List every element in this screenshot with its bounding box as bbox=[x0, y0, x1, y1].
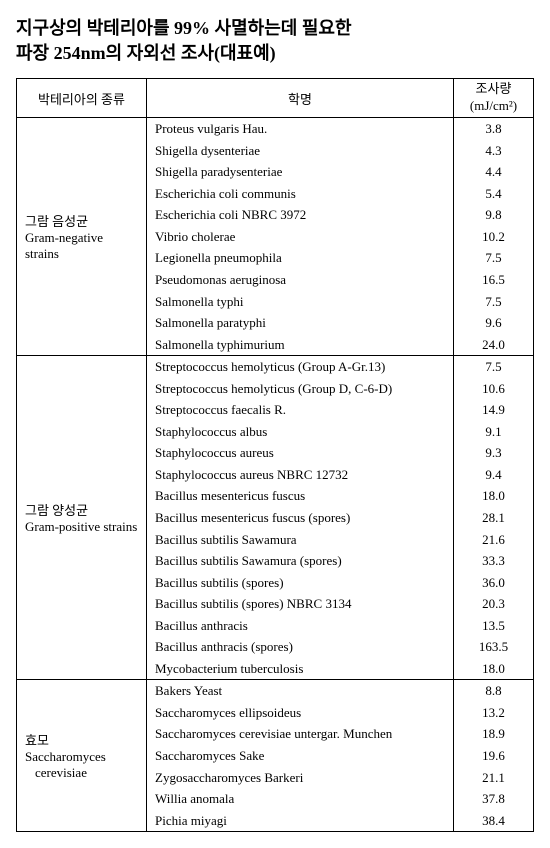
dose-value: 20.3 bbox=[454, 593, 534, 615]
dose-value: 9.3 bbox=[454, 442, 534, 464]
dose-value: 13.5 bbox=[454, 615, 534, 637]
dose-value: 37.8 bbox=[454, 788, 534, 810]
dose-value: 18.9 bbox=[454, 723, 534, 745]
species-name: Saccharomyces ellipsoideus bbox=[147, 702, 454, 724]
table-header-row: 박테리아의 종류 학명 조사량 (mJ/cm²) bbox=[17, 79, 534, 118]
group-label-en: Saccharomyces bbox=[25, 749, 140, 765]
table-row: 그람 양성균Gram-positive strainsStreptococcus… bbox=[17, 356, 534, 378]
dose-value: 21.1 bbox=[454, 767, 534, 789]
header-dose-label: 조사량 bbox=[476, 81, 512, 96]
species-name: Staphylococcus albus bbox=[147, 421, 454, 443]
species-name: Streptococcus hemolyticus (Group A-Gr.13… bbox=[147, 356, 454, 378]
species-name: Bacillus subtilis Sawamura (spores) bbox=[147, 550, 454, 572]
header-dose: 조사량 (mJ/cm²) bbox=[454, 79, 534, 118]
dose-value: 9.8 bbox=[454, 204, 534, 226]
title-line-2: 파장 254nm의 자외선 조사(대표예) bbox=[16, 43, 276, 63]
group-label-kr: 그람 음성균 bbox=[25, 214, 88, 229]
species-name: Saccharomyces Sake bbox=[147, 745, 454, 767]
dose-value: 13.2 bbox=[454, 702, 534, 724]
dose-value: 10.6 bbox=[454, 378, 534, 400]
species-name: Salmonella typhimurium bbox=[147, 334, 454, 356]
species-name: Legionella pneumophila bbox=[147, 247, 454, 269]
group-label-en2: cerevisiae bbox=[25, 765, 140, 781]
species-name: Zygosaccharomyces Barkeri bbox=[147, 767, 454, 789]
dose-value: 21.6 bbox=[454, 529, 534, 551]
title-line-1: 지구상의 박테리아를 99% 사멸하는데 필요한 bbox=[16, 18, 352, 38]
dose-value: 9.1 bbox=[454, 421, 534, 443]
dose-value: 38.4 bbox=[454, 810, 534, 832]
dose-value: 7.5 bbox=[454, 356, 534, 378]
uv-dose-table: 박테리아의 종류 학명 조사량 (mJ/cm²) 그람 음성균Gram-nega… bbox=[16, 78, 534, 832]
species-name: Streptococcus faecalis R. bbox=[147, 399, 454, 421]
species-name: Bacillus mesentericus fuscus (spores) bbox=[147, 507, 454, 529]
dose-value: 9.4 bbox=[454, 464, 534, 486]
dose-value: 9.6 bbox=[454, 312, 534, 334]
dose-value: 4.4 bbox=[454, 161, 534, 183]
dose-value: 24.0 bbox=[454, 334, 534, 356]
dose-value: 3.8 bbox=[454, 118, 534, 140]
species-name: Salmonella paratyphi bbox=[147, 312, 454, 334]
species-name: Shigella paradysenteriae bbox=[147, 161, 454, 183]
dose-value: 163.5 bbox=[454, 636, 534, 658]
header-type: 박테리아의 종류 bbox=[17, 79, 147, 118]
species-name: Streptococcus hemolyticus (Group D, C-6-… bbox=[147, 378, 454, 400]
species-name: Staphylococcus aureus bbox=[147, 442, 454, 464]
species-name: Bacillus subtilis (spores) bbox=[147, 572, 454, 594]
group-label-en: Gram-negative strains bbox=[25, 230, 140, 262]
dose-value: 18.0 bbox=[454, 485, 534, 507]
species-name: Escherichia coli NBRC 3972 bbox=[147, 204, 454, 226]
group-label-kr: 그람 양성균 bbox=[25, 503, 88, 518]
dose-value: 10.2 bbox=[454, 226, 534, 248]
species-name: Bakers Yeast bbox=[147, 680, 454, 702]
dose-value: 8.8 bbox=[454, 680, 534, 702]
dose-value: 18.0 bbox=[454, 658, 534, 680]
dose-value: 16.5 bbox=[454, 269, 534, 291]
species-name: Salmonella typhi bbox=[147, 291, 454, 313]
dose-value: 28.1 bbox=[454, 507, 534, 529]
dose-value: 36.0 bbox=[454, 572, 534, 594]
dose-value: 4.3 bbox=[454, 140, 534, 162]
species-name: Vibrio cholerae bbox=[147, 226, 454, 248]
group-label-en: Gram-positive strains bbox=[25, 519, 140, 535]
dose-value: 19.6 bbox=[454, 745, 534, 767]
header-name: 학명 bbox=[147, 79, 454, 118]
dose-value: 14.9 bbox=[454, 399, 534, 421]
dose-value: 33.3 bbox=[454, 550, 534, 572]
species-name: Mycobacterium tuberculosis bbox=[147, 658, 454, 680]
species-name: Willia anomala bbox=[147, 788, 454, 810]
table-row: 효모SaccharomycescerevisiaeBakers Yeast8.8 bbox=[17, 680, 534, 702]
dose-value: 5.4 bbox=[454, 183, 534, 205]
species-name: Bacillus mesentericus fuscus bbox=[147, 485, 454, 507]
species-name: Escherichia coli communis bbox=[147, 183, 454, 205]
species-name: Pichia miyagi bbox=[147, 810, 454, 832]
species-name: Bacillus subtilis Sawamura bbox=[147, 529, 454, 551]
species-name: Staphylococcus aureus NBRC 12732 bbox=[147, 464, 454, 486]
species-name: Pseudomonas aeruginosa bbox=[147, 269, 454, 291]
species-name: Shigella dysenteriae bbox=[147, 140, 454, 162]
species-name: Saccharomyces cerevisiae untergar. Munch… bbox=[147, 723, 454, 745]
header-dose-unit: (mJ/cm²) bbox=[470, 98, 517, 113]
dose-value: 7.5 bbox=[454, 247, 534, 269]
species-name: Bacillus anthracis bbox=[147, 615, 454, 637]
group-label: 그람 양성균Gram-positive strains bbox=[17, 356, 147, 680]
species-name: Bacillus subtilis (spores) NBRC 3134 bbox=[147, 593, 454, 615]
page-title: 지구상의 박테리아를 99% 사멸하는데 필요한 파장 254nm의 자외선 조… bbox=[16, 16, 534, 66]
group-label: 그람 음성균Gram-negative strains bbox=[17, 118, 147, 356]
species-name: Bacillus anthracis (spores) bbox=[147, 636, 454, 658]
group-label: 효모Saccharomycescerevisiae bbox=[17, 680, 147, 832]
dose-value: 7.5 bbox=[454, 291, 534, 313]
species-name: Proteus vulgaris Hau. bbox=[147, 118, 454, 140]
table-row: 그람 음성균Gram-negative strainsProteus vulga… bbox=[17, 118, 534, 140]
group-label-kr: 효모 bbox=[25, 733, 49, 748]
